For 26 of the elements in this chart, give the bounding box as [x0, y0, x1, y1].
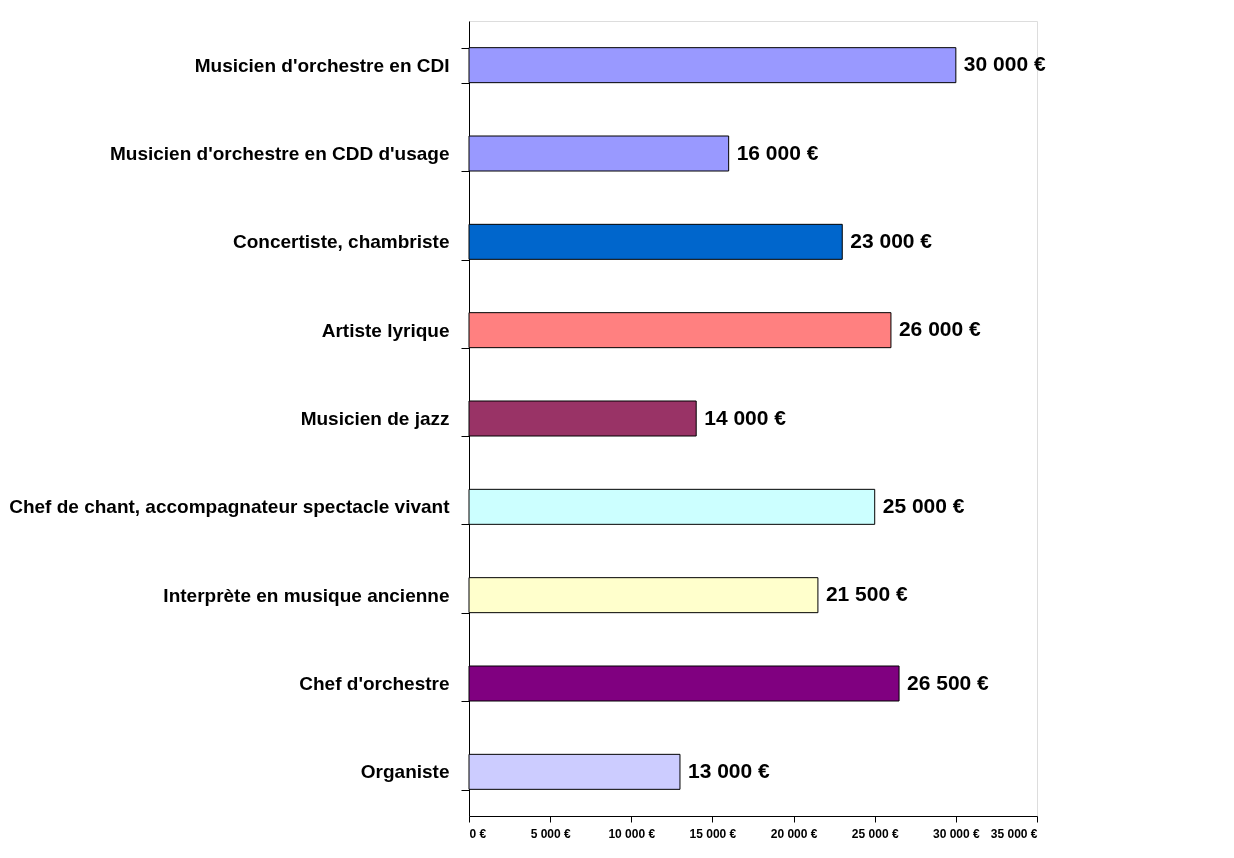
x-tick-label: 5 000 €	[530, 826, 571, 841]
x-tick-label: 0 €	[469, 826, 487, 841]
y-tick-label: Musicien d'orchestre en CDI	[194, 54, 450, 76]
x-tick-label: 35 000 €	[990, 826, 1038, 841]
y-tick-label: Artiste lyrique	[321, 319, 450, 341]
data-label: 13 000 €	[687, 758, 771, 782]
y-tick-label: Chef de chant, accompagnateur spectacle vivant	[9, 496, 451, 518]
y-tick-label: Organiste	[360, 761, 450, 783]
x-tick-label: 10 000 €	[608, 826, 656, 841]
data-label: 23 000 €	[850, 228, 933, 252]
x-tick-label: 25 000 €	[851, 826, 899, 841]
x-tick-label: 30 000 €	[933, 826, 981, 841]
data-label: 26 000 €	[898, 317, 982, 341]
y-tick-label: Concertiste, chambriste	[233, 231, 450, 253]
data-label: 30 000 €	[963, 52, 1046, 76]
data-label: 16 000 €	[736, 140, 819, 164]
x-tick-label: 15 000 €	[689, 826, 737, 841]
data-label: 21 500 €	[825, 582, 908, 606]
data-label: 14 000 €	[704, 405, 787, 429]
y-tick-label: Chef d'orchestre	[299, 673, 450, 694]
y-tick-label: Interprète en musique ancienne	[163, 584, 450, 606]
x-tick-label: 20 000 €	[770, 826, 818, 841]
data-label: 25 000 €	[882, 493, 965, 517]
data-label: 26 500 €	[907, 670, 990, 694]
y-tick-label: Musicien de jazz	[300, 408, 450, 429]
y-tick-label: Musicien d'orchestre en CDD d'usage	[109, 143, 450, 164]
